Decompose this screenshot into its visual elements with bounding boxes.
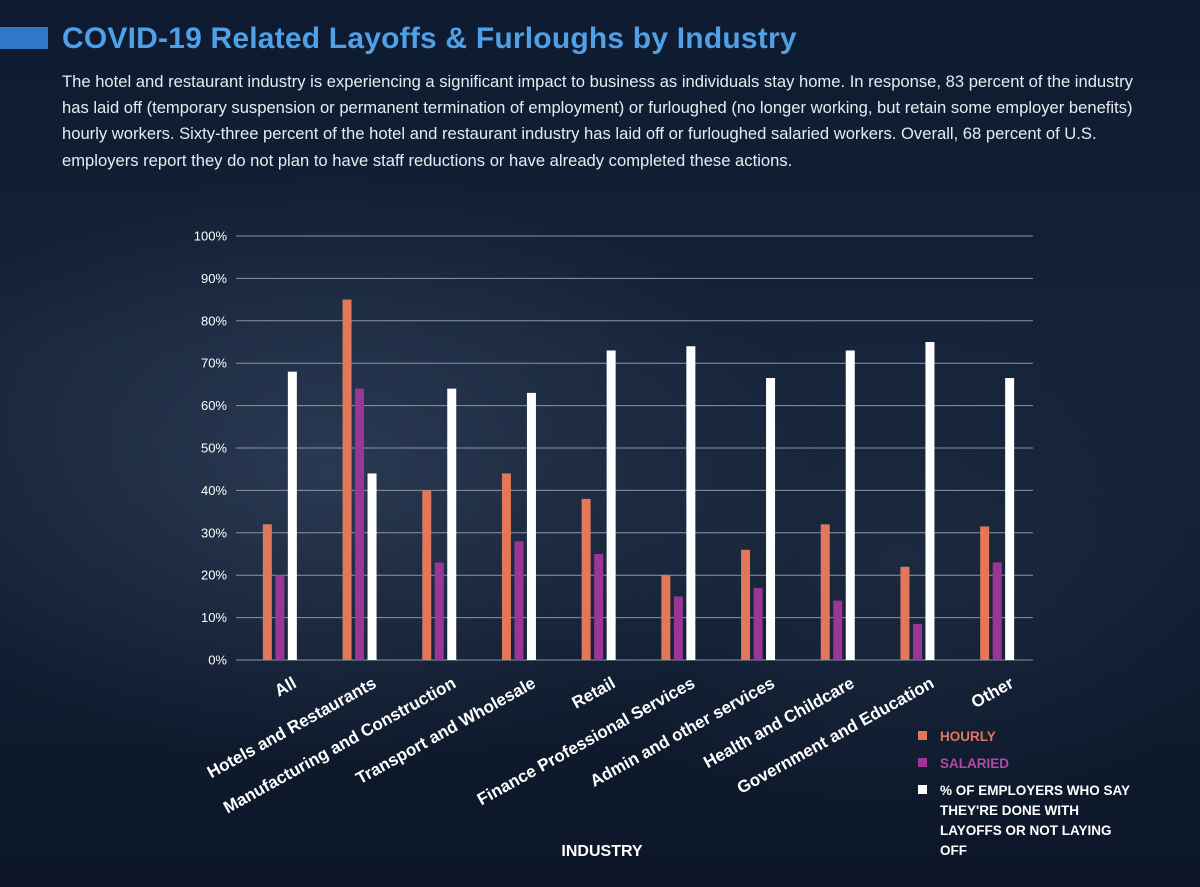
bar-salaried [912, 623, 922, 660]
bar-salaried [753, 587, 763, 660]
x-category-label: Retail [569, 673, 619, 712]
bar-hourly [581, 498, 591, 660]
bar-hourly [262, 524, 272, 660]
intro-paragraph: The hotel and restaurant industry is exp… [62, 72, 1133, 170]
y-tick-label: 0% [208, 653, 227, 668]
title-accent-bar [0, 27, 48, 49]
x-category-label: All [271, 673, 299, 700]
y-tick-label: 60% [201, 398, 227, 413]
bar-done [925, 342, 935, 660]
y-tick-label: 10% [201, 610, 227, 625]
bar-done [686, 346, 696, 660]
y-tick-label: 40% [201, 483, 227, 498]
bar-done [845, 350, 855, 660]
bar-done [367, 473, 377, 660]
bar-done [766, 378, 776, 660]
bar-hourly [342, 299, 352, 660]
bar-hourly [422, 490, 432, 660]
x-axis-title: INDUSTRY [561, 843, 643, 860]
legend-swatch-hourly [918, 731, 927, 740]
y-tick-label: 20% [201, 568, 227, 583]
bar-hourly [661, 575, 671, 660]
y-tick-label: 30% [201, 525, 227, 540]
bar-done [287, 371, 297, 660]
bar-hourly [501, 473, 511, 660]
y-tick-label: 90% [201, 271, 227, 286]
bar-done [1005, 378, 1015, 660]
bar-salaried [355, 388, 365, 660]
y-tick-label: 80% [201, 313, 227, 328]
chart-legend: HOURLY SALARIED % OF EMPLOYERS WHO SAY T… [918, 727, 1158, 868]
legend-swatch-done [918, 785, 927, 794]
legend-label-done: % OF EMPLOYERS WHO SAY THEY'RE DONE WITH… [940, 783, 1130, 858]
bar-salaried [434, 562, 444, 660]
legend-item-salaried: SALARIED [918, 754, 1158, 774]
legend-swatch-salaried [918, 758, 927, 767]
bar-hourly [741, 549, 751, 660]
bar-hourly [980, 526, 990, 660]
page-title: COVID-19 Related Layoffs & Furloughs by … [62, 22, 797, 55]
y-tick-label: 50% [201, 441, 227, 456]
bar-done [447, 388, 457, 660]
bar-done [606, 350, 616, 660]
bars [262, 299, 1015, 660]
legend-label-salaried: SALARIED [940, 756, 1010, 771]
bar-hourly [820, 524, 830, 660]
y-tick-label: 70% [201, 356, 227, 371]
legend-label-hourly: HOURLY [940, 729, 996, 744]
bar-hourly [900, 566, 910, 660]
legend-item-done: % OF EMPLOYERS WHO SAY THEY'RE DONE WITH… [918, 781, 1158, 861]
bar-salaried [594, 554, 604, 660]
y-axis-ticks: 0% 10% 20% 30% 40% 50% 60% 70% 80% 90% 100% [194, 229, 228, 668]
bar-salaried [673, 596, 683, 660]
bar-done [526, 392, 536, 660]
legend-item-hourly: HOURLY [918, 727, 1158, 747]
y-tick-label: 100% [194, 229, 228, 244]
bar-salaried [992, 562, 1002, 660]
bar-salaried [275, 575, 285, 660]
bar-salaried [514, 541, 524, 660]
x-category-label: Other [968, 673, 1017, 712]
bar-salaried [833, 600, 843, 660]
